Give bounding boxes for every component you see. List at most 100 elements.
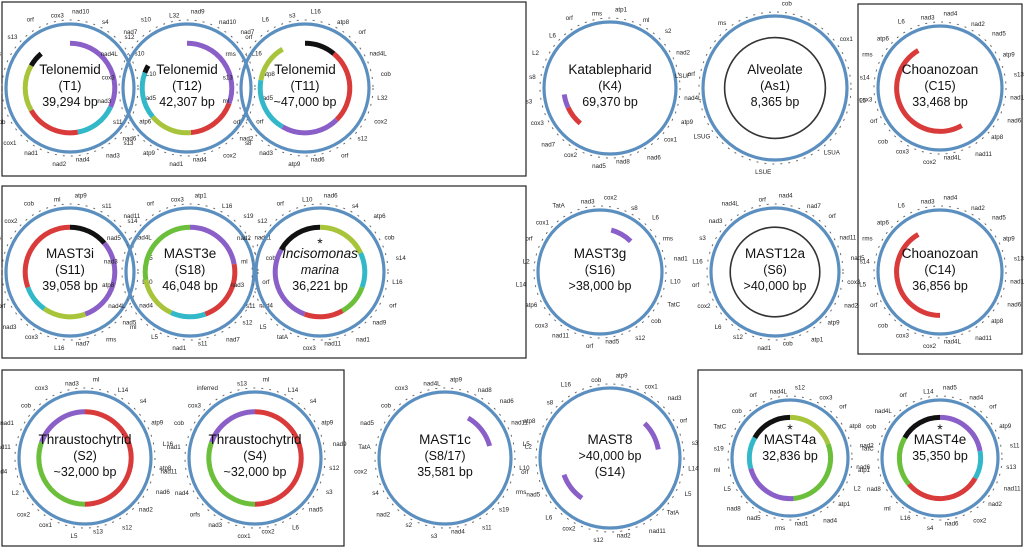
gene-track-ring bbox=[536, 208, 664, 336]
gene-label: nad4 bbox=[0, 468, 8, 475]
gene-label: cob bbox=[878, 139, 889, 146]
gene-label: nad3 bbox=[921, 199, 935, 206]
genome-name: Thraustochytrid bbox=[38, 432, 131, 447]
gene-label: s3 bbox=[692, 440, 699, 447]
gene-label: cob bbox=[0, 119, 6, 126]
gene-label: cox3 bbox=[531, 120, 545, 127]
gene-label: nad5 bbox=[851, 255, 865, 262]
gene-label: s13 bbox=[237, 381, 248, 388]
gene-track-ring bbox=[124, 206, 256, 338]
gene-label: cox2 bbox=[562, 526, 576, 533]
gene-label: L10 bbox=[670, 279, 681, 286]
gene-label: s11 bbox=[482, 524, 492, 531]
gene-label: nad1 bbox=[356, 337, 370, 344]
gene-label: orf bbox=[27, 17, 35, 24]
gene-label: orf bbox=[277, 201, 285, 208]
gene-label: s4 bbox=[352, 203, 359, 210]
gene-label: cox2 bbox=[4, 218, 18, 225]
gene-label: orf bbox=[521, 469, 529, 476]
gene-label: cob bbox=[591, 377, 602, 384]
gene-label: LSUE bbox=[755, 169, 771, 176]
gene-label: nad2 bbox=[971, 21, 985, 28]
synteny-arc bbox=[565, 106, 582, 126]
gene-label: s4 bbox=[927, 525, 934, 532]
gene-label: LSUG bbox=[693, 133, 710, 140]
genome-id: (C14) bbox=[924, 263, 955, 277]
gene-label: nad2 bbox=[860, 442, 874, 449]
gene-label: nad11 bbox=[975, 335, 992, 342]
gene-label: nad5 bbox=[943, 384, 957, 391]
gene-label: nad3 bbox=[65, 381, 79, 388]
genome-size: 36,856 bp bbox=[912, 279, 968, 293]
synteny-arc bbox=[972, 450, 984, 480]
gene-label: rms bbox=[225, 51, 235, 58]
gene-label: rms bbox=[592, 11, 602, 18]
gene-label: atp8 bbox=[523, 418, 536, 425]
gene-label: ml bbox=[223, 98, 230, 105]
gene-label: orf bbox=[245, 34, 253, 41]
gene-track-ring bbox=[239, 22, 371, 154]
gene-label: atp8 bbox=[263, 71, 276, 78]
gene-label: s8 bbox=[631, 205, 638, 212]
gene-label: nad4 bbox=[944, 10, 958, 17]
synteny-arc bbox=[84, 241, 118, 317]
synteny-arc bbox=[896, 436, 911, 486]
gene-label: nad1 bbox=[795, 521, 809, 528]
gene-label: L6 bbox=[262, 17, 269, 24]
gene-track-ring bbox=[880, 398, 1000, 518]
inner-ring bbox=[729, 226, 821, 318]
genome-size: >38,000 bp bbox=[569, 279, 632, 293]
gene-label: nad3 bbox=[97, 98, 111, 105]
gene-label: nad4 bbox=[76, 157, 90, 164]
gene-label: L16 bbox=[252, 50, 263, 57]
gene-track-ring bbox=[542, 20, 678, 156]
genome-id: 32,836 bp bbox=[762, 449, 818, 463]
gene-label: cox2 bbox=[923, 159, 937, 166]
gene-tick-ring bbox=[877, 395, 1003, 521]
gene-label: L6 bbox=[898, 18, 905, 25]
synteny-arc bbox=[170, 310, 207, 320]
gene-label: atp1 bbox=[195, 192, 208, 199]
genome-id: (T12) bbox=[172, 79, 202, 93]
panel-frame-thraustochytrids bbox=[1, 369, 345, 547]
genome-map-s18: atp1 L16 s19 nad11 cob orf nad4 s12 nad7 s11 nad1 L… bbox=[102, 192, 276, 352]
gene-label: nad2 bbox=[676, 49, 690, 56]
gene-label: L5 bbox=[685, 491, 692, 498]
gene-label: atp9 bbox=[321, 419, 334, 426]
gene-label: L16 bbox=[311, 8, 322, 15]
gene-label: LSUA bbox=[824, 149, 841, 156]
genome-name: Telonemid bbox=[156, 62, 218, 77]
synteny-arc bbox=[190, 102, 232, 136]
gene-label: L16 bbox=[692, 258, 703, 265]
star-marker: * bbox=[787, 421, 793, 437]
gene-label: nad6 bbox=[156, 489, 170, 496]
gene-label: atp1 bbox=[838, 501, 851, 508]
gene-track-ring bbox=[254, 206, 386, 338]
synteny-arc bbox=[206, 441, 256, 507]
gene-label: cox2 bbox=[604, 194, 618, 201]
gene-label: s3 bbox=[0, 51, 1, 58]
gene-label: nad2 bbox=[844, 302, 858, 309]
gene-label: nad2 bbox=[376, 511, 390, 518]
genome-size: ~32,000 bp bbox=[54, 465, 117, 479]
gene-label: orf bbox=[899, 392, 907, 399]
gene-label: atp1 bbox=[811, 337, 824, 344]
genome-id: (S2) bbox=[73, 449, 97, 463]
gene-label: nad4L bbox=[423, 381, 441, 388]
gene-label: atp8 bbox=[102, 282, 115, 289]
synteny-arc bbox=[793, 443, 834, 501]
gene-label: nad4 bbox=[823, 517, 837, 524]
gene-track-ring bbox=[4, 22, 136, 154]
gene-label: L10 bbox=[519, 465, 530, 472]
gene-label: s12 bbox=[358, 135, 369, 142]
gene-label: cob bbox=[878, 323, 889, 330]
gene-label: nad7 bbox=[124, 29, 138, 36]
gene-track-ring bbox=[17, 390, 153, 526]
gene-label: nad3 bbox=[709, 218, 723, 225]
gene-label: cox2 bbox=[973, 517, 987, 524]
gene-label: s19 bbox=[499, 507, 510, 514]
gene-label: atp9 bbox=[143, 150, 156, 157]
gene-label: s10 bbox=[141, 17, 152, 24]
synteny-arc bbox=[69, 40, 118, 108]
gene-label: rms bbox=[862, 236, 872, 243]
